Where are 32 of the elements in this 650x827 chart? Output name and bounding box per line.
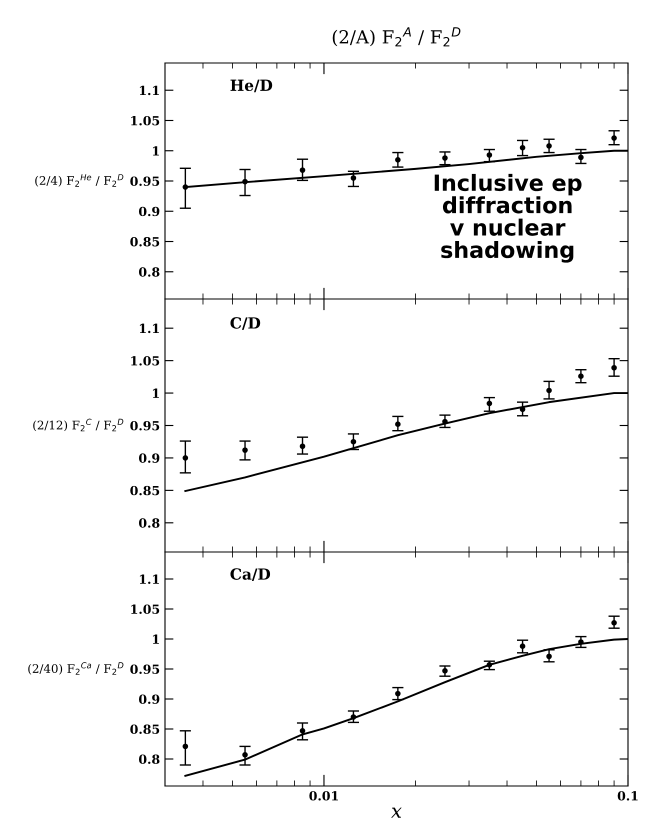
y-tick-label: 0.8	[138, 754, 160, 764]
y-tick-label: 0.9	[138, 453, 160, 463]
y-tick-label: 0.9	[138, 206, 160, 216]
y-tick-label: 0.95	[130, 420, 160, 430]
y-tick-label: 1	[152, 634, 159, 644]
annotation: Inclusive ep diffraction v nuclear shadowing	[434, 174, 582, 263]
y-tick-label: 0.9	[138, 694, 160, 704]
annotation: C/D	[230, 317, 260, 330]
x-tick-label: 0.01	[309, 791, 338, 801]
y-tick-label: 0.8	[138, 267, 160, 277]
y-tick-label: 0.95	[130, 176, 160, 186]
x-tick-label: 0.1	[618, 791, 638, 801]
x-axis-title: x	[391, 808, 402, 818]
y-tick-label: 1.1	[140, 324, 159, 334]
y-axis-title: (2/4) F$_{2}$$^{He}$ / F$_{2}$$^{D}$	[35, 174, 124, 187]
y-axis-title: (2/12) F$_{2}$$^{C}$ / F$_{2}$$^{D}$	[33, 418, 124, 432]
y-tick-label: 0.85	[130, 236, 160, 246]
y-tick-label: 1.1	[140, 86, 159, 96]
y-tick-label: 0.85	[130, 486, 160, 496]
annotation: He/D	[230, 80, 272, 92]
y-tick-label: 0.95	[130, 664, 160, 674]
y-tick-label: 0.8	[138, 518, 160, 528]
y-tick-label: 1	[152, 146, 159, 156]
y-tick-label: 1	[152, 388, 159, 398]
y-tick-label: 1.05	[131, 356, 160, 366]
annotation: Ca/D	[230, 568, 270, 582]
y-tick-label: 0.85	[130, 724, 160, 734]
y-tick-label: 1.05	[131, 604, 160, 614]
y-axis-title: (2/40) F$_{2}$$^{Ca}$ / F$_{2}$$^{D}$	[28, 662, 124, 675]
y-tick-label: 1.1	[140, 574, 159, 584]
chart-title: (2/A) F$_{2}$$^{A}$ / F$_{2}$$^{D}$	[332, 27, 460, 46]
y-tick-label: 1.05	[131, 116, 160, 126]
